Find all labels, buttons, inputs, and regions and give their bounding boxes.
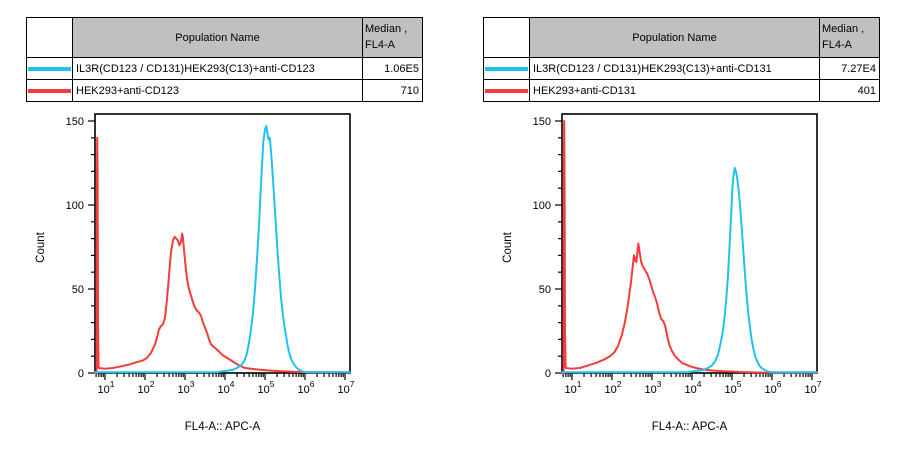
- population-stats-table: Population Name Median , FL4-A IL3R(CD12…: [26, 17, 423, 102]
- x-axis-title: FL4-A:: APC-A: [652, 421, 728, 433]
- population-name: HEK293+anti-CD123: [72, 79, 363, 102]
- y-axis-tick-label: 150: [66, 116, 84, 128]
- median-value: 401: [819, 79, 880, 102]
- series-color-swatch-red: [485, 88, 528, 93]
- x-axis-tick-label: 101: [98, 379, 115, 396]
- series-line-1: [94, 125, 351, 374]
- legend-header-cell: [26, 17, 73, 58]
- median-header-line2: FL4-A: [822, 39, 852, 51]
- panel-anti-cd131: Population Name Median , FL4-A IL3R(CD12…: [457, 0, 907, 453]
- median-value: 7.27E4: [819, 57, 880, 80]
- series-line-0: [561, 120, 818, 374]
- population-name-header: Population Name: [72, 17, 363, 58]
- population-name: IL3R(CD123 / CD131)HEK293(C13)+anti-CD13…: [529, 57, 820, 80]
- population-stats-table: Population Name Median , FL4-A IL3R(CD12…: [483, 17, 880, 102]
- legend-cell: [26, 57, 73, 80]
- y-axis-tick-label: 50: [539, 284, 551, 296]
- median-value: 710: [362, 79, 423, 102]
- x-axis-tick-label: 106: [298, 379, 315, 396]
- y-axis-title: Count: [502, 231, 514, 262]
- panel-anti-cd123: Population Name Median , FL4-A IL3R(CD12…: [0, 0, 450, 453]
- x-axis-tick-label: 106: [765, 379, 782, 396]
- series-line-0: [94, 136, 351, 374]
- x-axis-tick-label: 103: [178, 379, 195, 396]
- x-axis-tick-label: 102: [138, 379, 155, 396]
- y-axis-tick-label: 0: [545, 368, 551, 380]
- median-header-line1: Median ,: [822, 23, 865, 35]
- table-row: IL3R(CD123 / CD131)HEK293(C13)+anti-CD13…: [483, 57, 880, 80]
- legend-cell: [26, 79, 73, 102]
- x-axis-tick-label: 103: [645, 379, 662, 396]
- series-color-swatch-cyan: [485, 66, 528, 71]
- y-axis-tick-label: 0: [78, 368, 84, 380]
- y-axis-title: Count: [35, 231, 47, 262]
- y-axis-tick-label: 150: [533, 116, 551, 128]
- population-name: IL3R(CD123 / CD131)HEK293(C13)+anti-CD12…: [72, 57, 363, 80]
- x-axis-tick-label: 102: [605, 379, 622, 396]
- population-name: HEK293+anti-CD131: [529, 79, 820, 102]
- table-row: HEK293+anti-CD131 401: [483, 79, 880, 102]
- y-axis-tick-label: 100: [533, 200, 551, 212]
- median-header: Median , FL4-A: [362, 17, 423, 58]
- x-axis-tick-label: 104: [218, 379, 235, 396]
- y-axis-tick-label: 50: [72, 284, 84, 296]
- x-axis-tick-label: 107: [338, 379, 355, 396]
- table-header-row: Population Name Median , FL4-A: [483, 17, 880, 58]
- table-row: IL3R(CD123 / CD131)HEK293(C13)+anti-CD12…: [26, 57, 423, 80]
- x-axis-tick-label: 104: [685, 379, 702, 396]
- series-color-swatch-red: [28, 88, 71, 93]
- series-color-swatch-cyan: [28, 66, 71, 71]
- x-axis-tick-label: 107: [805, 379, 822, 396]
- median-header-line1: Median ,: [365, 23, 408, 35]
- median-value: 1.06E5: [362, 57, 423, 80]
- table-header-row: Population Name Median , FL4-A: [26, 17, 423, 58]
- table-row: HEK293+anti-CD123 710: [26, 79, 423, 102]
- median-header-line2: FL4-A: [365, 39, 395, 51]
- legend-cell: [483, 57, 530, 80]
- x-axis-tick-label: 105: [258, 379, 275, 396]
- x-axis-tick-label: 105: [725, 379, 742, 396]
- y-axis-tick-label: 100: [66, 200, 84, 212]
- plot-frame: [561, 113, 818, 374]
- series-line-1: [561, 167, 818, 374]
- x-axis-title: FL4-A:: APC-A: [185, 421, 261, 433]
- plot-frame: [94, 113, 351, 374]
- x-axis-tick-label: 101: [565, 379, 582, 396]
- legend-cell: [483, 79, 530, 102]
- population-name-header: Population Name: [529, 17, 820, 58]
- median-header: Median , FL4-A: [819, 17, 880, 58]
- legend-header-cell: [483, 17, 530, 58]
